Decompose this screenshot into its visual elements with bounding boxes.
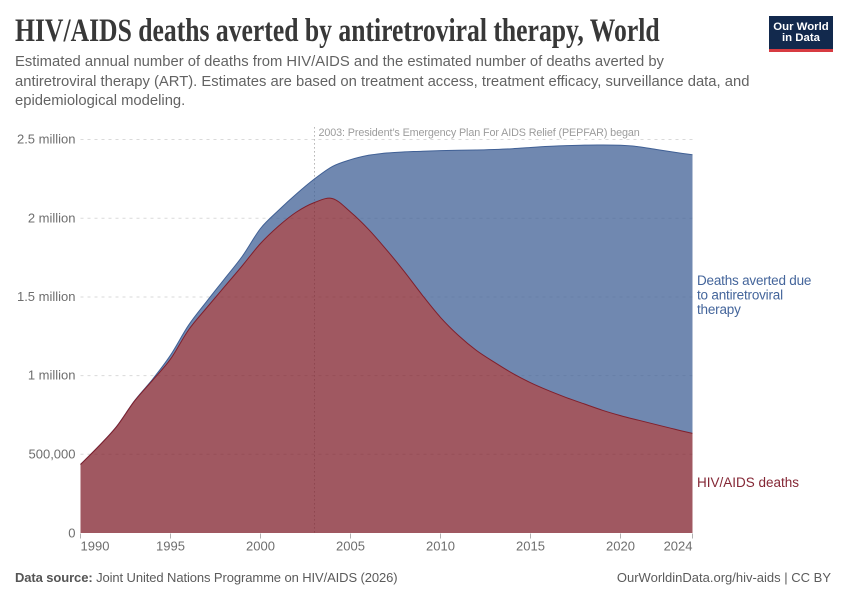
svg-text:Deaths averted due: Deaths averted due: [697, 273, 811, 288]
svg-text:500,000: 500,000: [29, 446, 76, 461]
svg-text:1995: 1995: [156, 539, 185, 554]
svg-text:2003: President’s Emergency Pl: 2003: President’s Emergency Plan For AID…: [319, 127, 640, 139]
svg-text:HIV/AIDS deaths: HIV/AIDS deaths: [697, 475, 799, 490]
svg-text:2020: 2020: [606, 539, 635, 554]
svg-text:2010: 2010: [426, 539, 455, 554]
svg-text:0: 0: [68, 526, 75, 541]
svg-text:to antiretroviral: to antiretroviral: [697, 288, 783, 303]
svg-text:1 million: 1 million: [28, 368, 76, 383]
svg-text:2005: 2005: [336, 539, 365, 554]
svg-text:2 million: 2 million: [28, 210, 76, 225]
svg-text:2.5 million: 2.5 million: [17, 132, 76, 147]
svg-text:2015: 2015: [516, 539, 545, 554]
svg-text:2000: 2000: [246, 539, 275, 554]
svg-text:2024: 2024: [664, 539, 693, 554]
svg-text:therapy: therapy: [697, 302, 741, 317]
svg-text:1990: 1990: [81, 539, 110, 554]
svg-text:1.5 million: 1.5 million: [17, 289, 76, 304]
